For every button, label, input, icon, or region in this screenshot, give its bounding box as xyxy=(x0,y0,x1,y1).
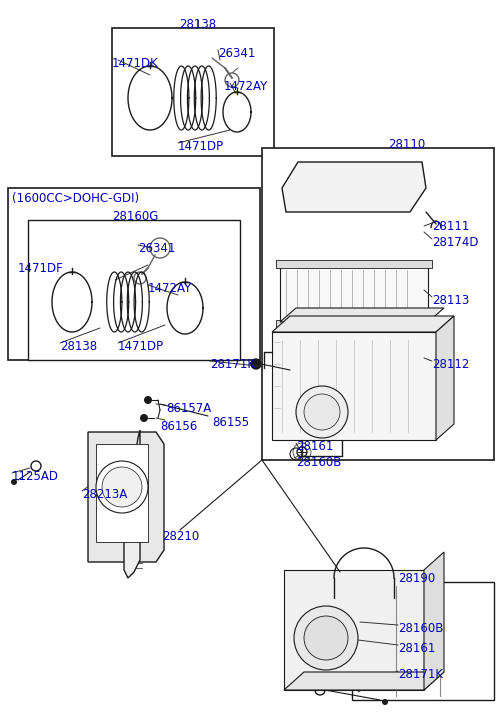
Bar xyxy=(280,266,427,322)
Text: 28138: 28138 xyxy=(60,340,97,353)
Text: 1471DK: 1471DK xyxy=(112,57,158,70)
Text: 28110: 28110 xyxy=(387,138,424,151)
Text: 1471DP: 1471DP xyxy=(118,340,164,353)
Bar xyxy=(262,148,493,460)
Bar xyxy=(28,220,239,360)
Text: 1471DP: 1471DP xyxy=(178,140,223,153)
Circle shape xyxy=(296,386,347,438)
Text: 1471DF: 1471DF xyxy=(18,262,64,275)
Text: 1125AD: 1125AD xyxy=(12,470,59,483)
Text: 28160B: 28160B xyxy=(296,456,341,469)
Polygon shape xyxy=(124,430,140,578)
Text: 28161: 28161 xyxy=(397,642,434,655)
Text: 28171K: 28171K xyxy=(397,668,442,681)
Bar xyxy=(8,188,260,360)
Circle shape xyxy=(11,479,17,485)
Circle shape xyxy=(102,467,142,507)
Polygon shape xyxy=(280,308,443,322)
Text: 28111: 28111 xyxy=(431,220,468,233)
Text: 86157A: 86157A xyxy=(166,402,211,415)
Text: 28160B: 28160B xyxy=(397,622,442,635)
Circle shape xyxy=(96,461,148,513)
Bar xyxy=(276,320,431,328)
Text: 28174D: 28174D xyxy=(431,236,477,249)
Text: 26341: 26341 xyxy=(138,242,175,255)
Text: 28161: 28161 xyxy=(296,440,333,453)
Text: 28213A: 28213A xyxy=(82,488,127,501)
Polygon shape xyxy=(96,444,148,542)
Text: 1472AY: 1472AY xyxy=(223,80,268,93)
Text: 28160G: 28160G xyxy=(112,210,158,223)
Circle shape xyxy=(304,394,339,430)
Circle shape xyxy=(140,414,148,422)
Text: 28112: 28112 xyxy=(431,358,468,371)
Circle shape xyxy=(144,396,152,404)
Bar xyxy=(351,582,493,700)
Text: (1600CC>DOHC-GDI): (1600CC>DOHC-GDI) xyxy=(12,192,139,205)
Text: 28138: 28138 xyxy=(179,18,216,31)
Text: 86155: 86155 xyxy=(211,416,248,429)
Bar xyxy=(276,260,431,268)
Text: 28190: 28190 xyxy=(397,572,434,585)
Text: 28113: 28113 xyxy=(431,294,468,307)
Circle shape xyxy=(381,699,387,705)
Circle shape xyxy=(250,359,261,369)
Circle shape xyxy=(294,606,357,670)
Text: 26341: 26341 xyxy=(217,47,255,60)
Polygon shape xyxy=(272,316,453,332)
Bar xyxy=(284,570,423,690)
Bar xyxy=(272,332,435,440)
Circle shape xyxy=(304,616,347,660)
Text: 28171K: 28171K xyxy=(209,358,255,371)
Polygon shape xyxy=(423,552,443,690)
Text: 1472AY: 1472AY xyxy=(148,282,192,295)
Polygon shape xyxy=(88,432,164,562)
Text: 28210: 28210 xyxy=(162,530,199,543)
Polygon shape xyxy=(282,162,425,212)
Bar xyxy=(112,28,274,156)
Polygon shape xyxy=(284,672,443,690)
Text: 86156: 86156 xyxy=(160,420,197,433)
Polygon shape xyxy=(435,316,453,440)
